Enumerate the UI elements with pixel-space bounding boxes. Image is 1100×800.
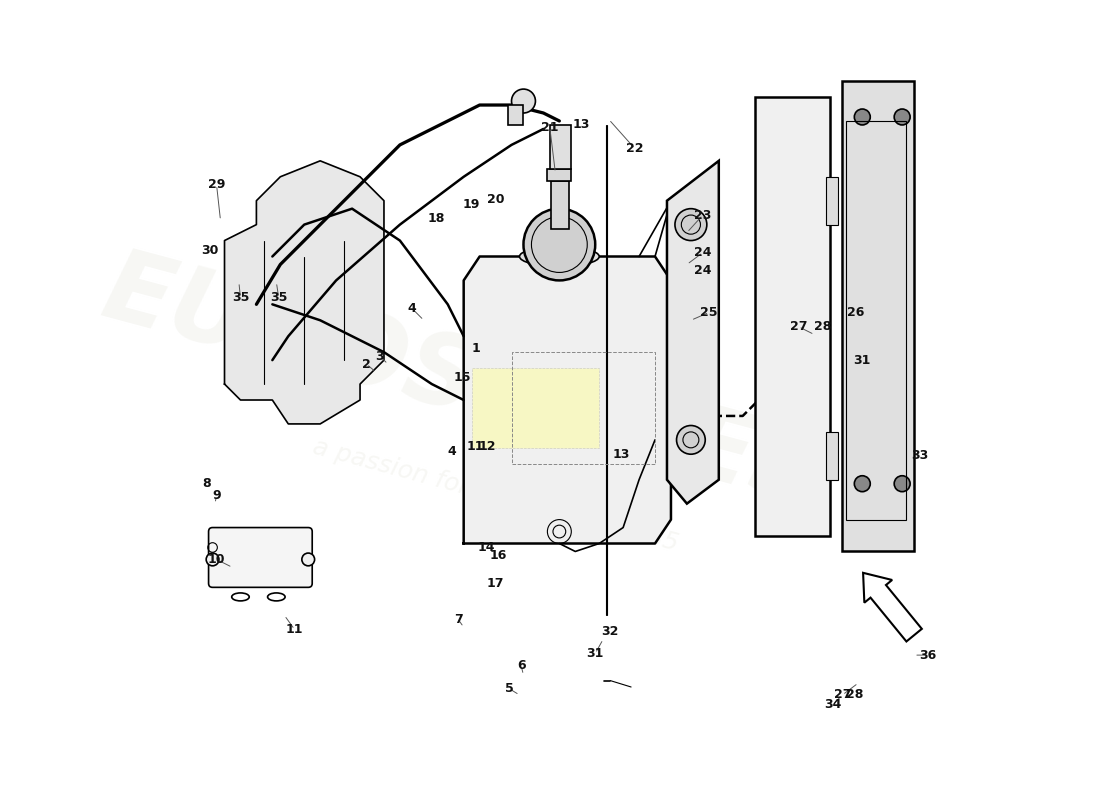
Text: 35: 35 xyxy=(232,291,249,305)
Circle shape xyxy=(855,109,870,125)
Text: 25: 25 xyxy=(701,306,718,319)
Text: 11: 11 xyxy=(286,623,304,636)
Text: 5: 5 xyxy=(505,682,514,695)
Bar xyxy=(551,181,569,229)
Text: 18: 18 xyxy=(427,212,444,225)
Text: 4: 4 xyxy=(407,302,416,315)
Text: EUROSPARES: EUROSPARES xyxy=(92,241,835,527)
Text: 31: 31 xyxy=(854,354,871,366)
Circle shape xyxy=(676,426,705,454)
Ellipse shape xyxy=(519,246,600,266)
Circle shape xyxy=(855,476,870,492)
Text: 20: 20 xyxy=(487,193,504,206)
Text: 32: 32 xyxy=(601,625,618,638)
Text: 4: 4 xyxy=(448,446,456,458)
Text: 3: 3 xyxy=(376,350,384,362)
Text: 30: 30 xyxy=(201,244,219,257)
Text: 35: 35 xyxy=(270,291,287,305)
Bar xyxy=(846,121,906,519)
Text: 6: 6 xyxy=(517,659,526,672)
Text: 11: 11 xyxy=(466,440,484,453)
Circle shape xyxy=(301,553,315,566)
Polygon shape xyxy=(843,81,914,551)
Bar xyxy=(755,97,830,535)
Bar xyxy=(507,105,524,125)
Text: 28: 28 xyxy=(846,689,864,702)
Text: 33: 33 xyxy=(911,450,928,462)
Polygon shape xyxy=(464,257,671,543)
Text: a passion for parts since 1985: a passion for parts since 1985 xyxy=(310,435,681,556)
Text: 24: 24 xyxy=(694,246,712,259)
Text: 13: 13 xyxy=(573,118,591,131)
Text: 28: 28 xyxy=(814,320,832,333)
Text: 15: 15 xyxy=(453,371,471,384)
Text: 22: 22 xyxy=(626,142,644,155)
Text: 19: 19 xyxy=(463,198,481,211)
Text: 16: 16 xyxy=(490,549,507,562)
Text: 13: 13 xyxy=(613,448,630,461)
Text: 36: 36 xyxy=(918,649,936,662)
Circle shape xyxy=(524,209,595,281)
Circle shape xyxy=(675,209,707,241)
Bar xyxy=(550,125,571,169)
Text: 1: 1 xyxy=(471,342,480,354)
Text: 26: 26 xyxy=(847,306,865,319)
Polygon shape xyxy=(667,161,718,504)
Text: 29: 29 xyxy=(208,178,226,191)
Bar xyxy=(826,432,838,480)
Text: 24: 24 xyxy=(694,264,712,278)
Circle shape xyxy=(512,89,536,113)
Text: 7: 7 xyxy=(453,613,462,626)
Bar xyxy=(826,177,838,225)
Text: 8: 8 xyxy=(202,478,211,490)
Text: 21: 21 xyxy=(541,121,559,134)
Bar xyxy=(548,169,571,181)
Polygon shape xyxy=(472,368,600,448)
Circle shape xyxy=(894,109,910,125)
FancyBboxPatch shape xyxy=(209,527,312,587)
Text: 23: 23 xyxy=(694,209,712,222)
Text: 10: 10 xyxy=(208,553,226,566)
Text: 12: 12 xyxy=(478,440,496,453)
Text: 34: 34 xyxy=(824,698,842,711)
Circle shape xyxy=(206,553,219,566)
Text: 9: 9 xyxy=(212,489,221,502)
Text: 27: 27 xyxy=(834,689,851,702)
FancyArrow shape xyxy=(864,573,922,642)
Circle shape xyxy=(805,456,824,475)
Text: 14: 14 xyxy=(477,541,495,554)
Text: 31: 31 xyxy=(586,647,604,660)
Text: 27: 27 xyxy=(790,320,807,333)
Polygon shape xyxy=(224,161,384,424)
Circle shape xyxy=(894,476,910,492)
Text: 17: 17 xyxy=(487,577,504,590)
Text: 2: 2 xyxy=(362,358,371,370)
